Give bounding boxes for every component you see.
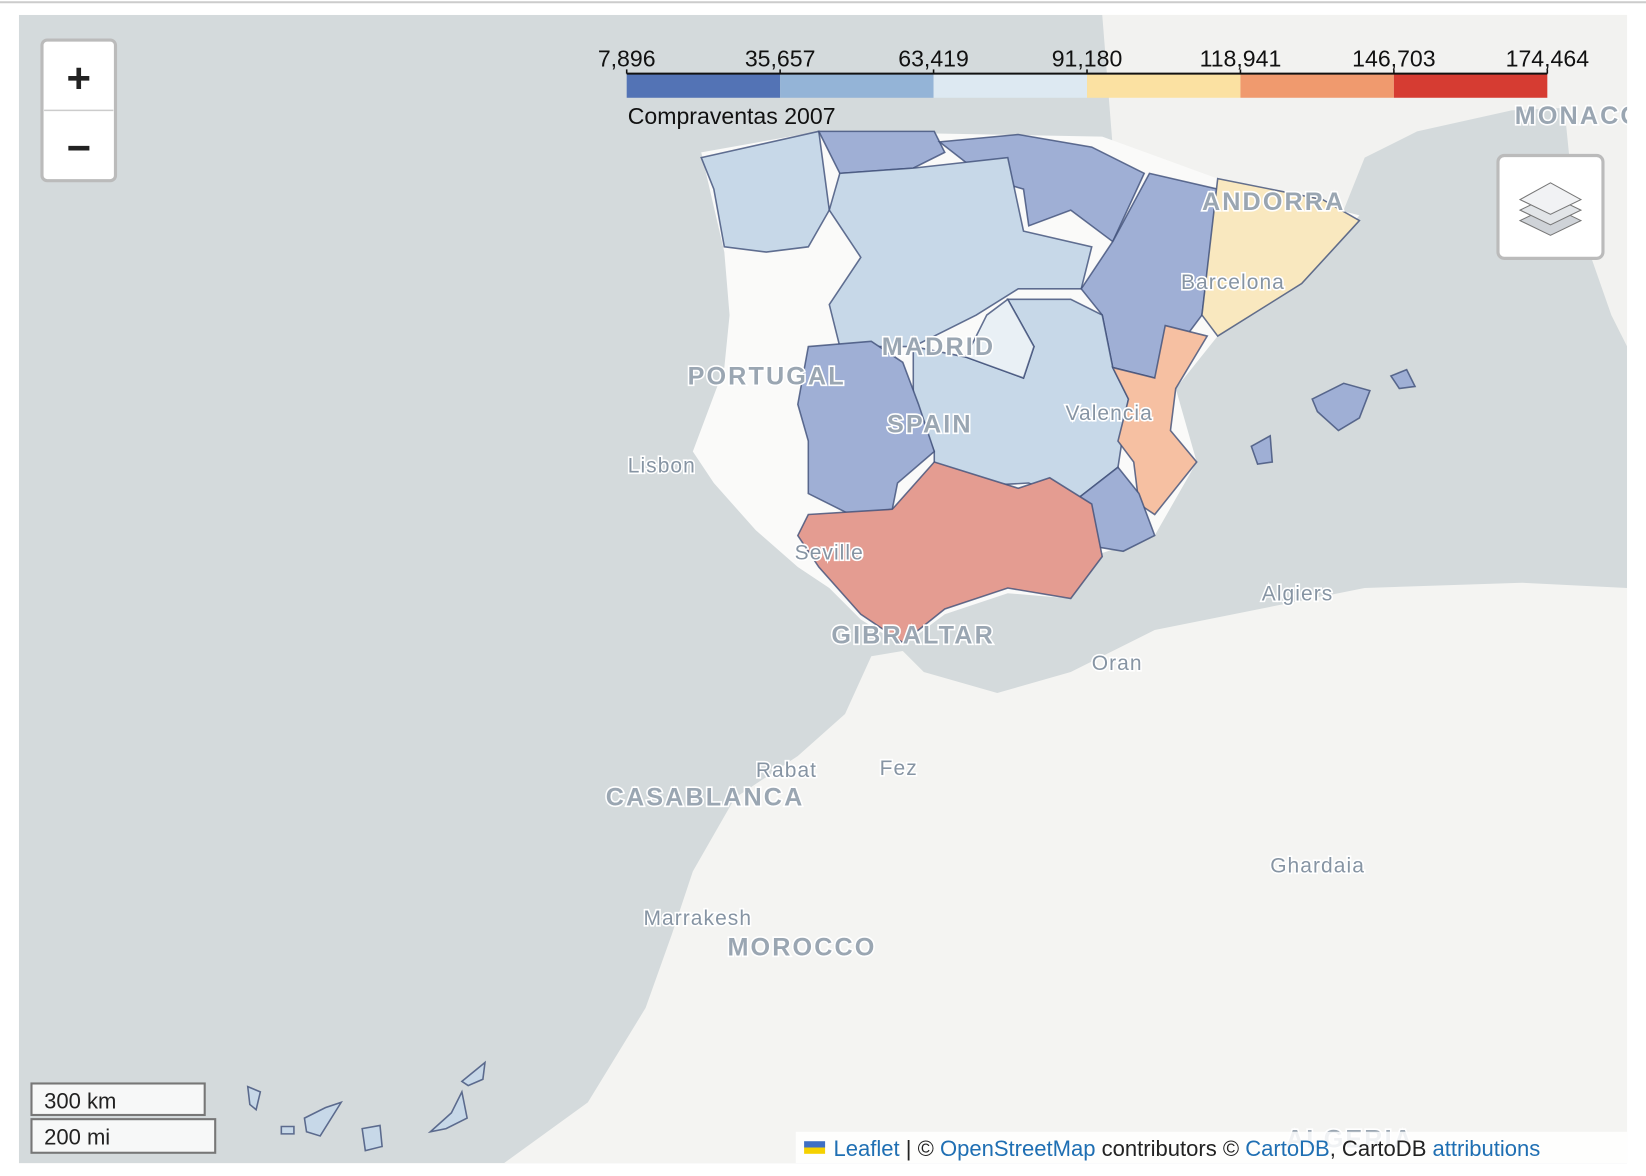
layers-icon	[1518, 182, 1583, 215]
place-label: Fez	[880, 757, 918, 780]
region[interactable]	[460, 1060, 487, 1087]
region[interactable]	[700, 130, 831, 253]
regions	[246, 130, 1417, 1152]
region[interactable]	[280, 1125, 295, 1135]
scale-km	[30, 1082, 206, 1117]
place-label: SPAIN	[887, 411, 973, 439]
legend-tick-label: 174,464	[1506, 45, 1590, 71]
region[interactable]	[1389, 368, 1417, 390]
legend-tick-label: 146,703	[1352, 45, 1435, 71]
region[interactable]	[427, 1089, 469, 1134]
legend-swatch	[1240, 73, 1394, 98]
legend: Compraventas 2007 7,896 35,657 63,419 91,18…	[598, 45, 1589, 129]
place-label: Oran	[1092, 652, 1143, 675]
zoom-in[interactable]: +	[66, 55, 91, 102]
place-label: CASABLANCA	[606, 783, 805, 811]
region[interactable]	[1250, 434, 1274, 466]
place-label: GIBRALTAR	[831, 622, 994, 650]
region[interactable]	[828, 156, 1093, 348]
place-label: Marrakesh	[643, 907, 752, 930]
legend-tick-label: 118,941	[1200, 45, 1282, 71]
legend-title: Compraventas 2007	[628, 103, 836, 129]
scale-bar: 300 km 200 mi	[30, 1082, 217, 1154]
region[interactable]	[1201, 177, 1361, 338]
region[interactable]	[1311, 382, 1371, 432]
place-label: Ghardaia	[1270, 854, 1365, 877]
layers-control[interactable]	[1496, 153, 1605, 260]
legend-swatch	[1087, 73, 1241, 98]
legend-tick-label: 35,657	[745, 45, 816, 71]
place-label: Algiers	[1262, 583, 1334, 606]
flag-icon	[804, 1147, 826, 1154]
place-label: Valencia	[1065, 402, 1152, 425]
scale-label: 200 mi	[44, 1124, 110, 1149]
region[interactable]	[796, 340, 936, 516]
place-label: ANDORRA	[1202, 188, 1345, 216]
text: contributors ©	[1096, 1136, 1246, 1161]
text: , CartoDB	[1330, 1136, 1433, 1161]
legend-swatch	[780, 73, 934, 98]
place-label: Seville	[795, 542, 864, 565]
link[interactable]: CartoDB	[1245, 1136, 1329, 1161]
place-label: Barcelona	[1181, 271, 1285, 294]
zoom-control: + −	[40, 38, 118, 183]
legend-tick-label: 63,419	[898, 45, 969, 71]
place-label: MOROCCO	[727, 933, 876, 961]
land-europe	[1102, 14, 1628, 211]
region[interactable]	[796, 461, 1104, 644]
scale-mi	[30, 1118, 217, 1154]
place-label: MADRID	[882, 333, 995, 361]
region[interactable]	[817, 130, 946, 175]
legend-tick-label: 91,180	[1052, 45, 1123, 71]
map[interactable]: MONACO ANDORRA Barcelona MADRID PORTUGAL…	[18, 14, 1642, 1164]
link[interactable]: OpenStreetMap	[940, 1136, 1096, 1161]
place-label: MONACO	[1515, 102, 1642, 130]
region[interactable]	[303, 1100, 343, 1137]
place-label: PORTUGAL	[688, 362, 846, 390]
place-label: Rabat	[756, 759, 817, 782]
text: | ©	[900, 1136, 940, 1161]
land-africa	[503, 582, 1628, 1164]
scale-label: 300 km	[44, 1089, 116, 1114]
region[interactable]	[246, 1085, 262, 1112]
region[interactable]	[964, 298, 1035, 380]
legend-swatch	[933, 73, 1088, 98]
zoom-out[interactable]: −	[66, 124, 91, 171]
region[interactable]	[361, 1124, 383, 1152]
legend-swatch	[626, 73, 781, 98]
map-labels: MONACO ANDORRA Barcelona MADRID PORTUGAL…	[604, 100, 1642, 1155]
attribution-box	[795, 1131, 1628, 1164]
flag-icon	[804, 1141, 826, 1148]
place-label: Lisbon	[628, 455, 696, 478]
attribution-text: Leaflet | © OpenStreetMap contributors ©…	[833, 1136, 1540, 1161]
link[interactable]: Leaflet	[833, 1136, 899, 1161]
link[interactable]: attributions	[1433, 1136, 1541, 1161]
legend-tick-label: 7,896	[598, 45, 656, 71]
attribution: Leaflet | © OpenStreetMap contributors ©…	[795, 1131, 1628, 1164]
legend-swatch	[1393, 73, 1548, 98]
